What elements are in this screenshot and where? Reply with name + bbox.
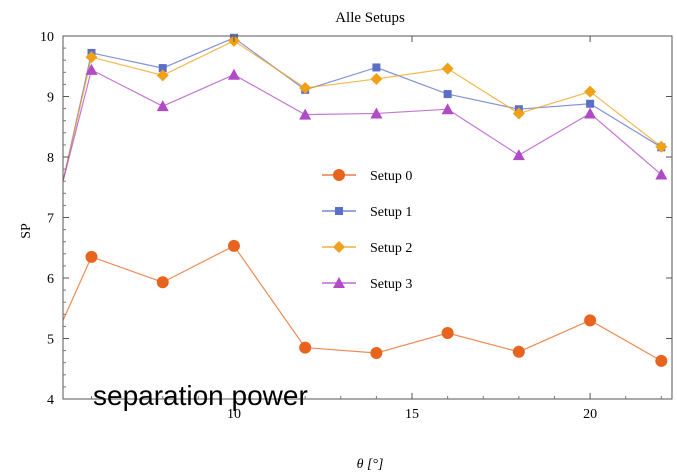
y-tick-label: 10 [40, 30, 54, 45]
data-point-setup-0 [370, 347, 383, 360]
data-point-setup-1 [586, 99, 595, 108]
data-point-setup-3 [227, 68, 240, 80]
series-line-setup-0 [62, 245, 662, 362]
data-point-setup-3 [655, 168, 668, 180]
data-point-setup-2 [441, 62, 454, 75]
data-point-setup-0 [299, 341, 312, 354]
data-point-setup-0 [85, 250, 98, 263]
series-line-setup-3 [62, 69, 662, 182]
data-point-setup-2 [370, 72, 383, 85]
y-tick-label: 7 [47, 212, 54, 227]
x-tick-label: 15 [405, 407, 419, 422]
data-point-setup-0 [156, 276, 169, 289]
data-point-setup-2 [655, 140, 668, 153]
plot-lines [62, 37, 662, 362]
x-axis-ticks: 10 15 20 [90, 36, 662, 422]
plot-markers [85, 33, 668, 367]
data-point-setup-3 [512, 149, 525, 161]
data-point-setup-0 [441, 327, 454, 340]
y-tick-label: 6 [47, 272, 54, 287]
data-point-setup-2 [512, 107, 525, 120]
data-point-setup-0 [227, 239, 240, 252]
series-line-setup-1 [62, 37, 662, 182]
annotation-text: separation power [93, 380, 308, 411]
legend-label: Setup 3 [370, 277, 412, 292]
data-point-setup-3 [156, 100, 169, 112]
y-axis-ticks: 4 5 6 7 8 9 10 [40, 30, 672, 408]
data-point-setup-1 [158, 64, 167, 73]
data-point-setup-1 [443, 90, 452, 99]
y-tick-label: 9 [47, 91, 54, 106]
data-point-setup-2 [156, 69, 169, 82]
y-axis-label: SP [19, 223, 34, 239]
data-point-setup-3 [584, 107, 597, 119]
plot-frame [62, 35, 673, 400]
y-tick-label: 4 [47, 393, 54, 408]
series-line-setup-2 [62, 40, 662, 182]
data-point-setup-3 [299, 108, 312, 120]
legend-label: Setup 1 [370, 205, 412, 220]
data-point-setup-0 [655, 354, 668, 367]
data-point-setup-3 [85, 63, 98, 75]
data-point-setup-3 [370, 107, 383, 119]
legend-marker [333, 277, 345, 288]
data-point-setup-0 [512, 345, 525, 358]
y-tick-label: 8 [47, 151, 54, 166]
y-tick-label: 5 [47, 333, 54, 348]
legend-label: Setup 2 [370, 241, 412, 256]
data-point-setup-0 [584, 314, 597, 327]
x-axis-label: θ [°] [357, 457, 384, 472]
data-point-setup-2 [299, 82, 312, 95]
data-point-setup-2 [85, 51, 98, 64]
x-tick-label: 20 [583, 407, 597, 422]
legend-marker [335, 207, 343, 215]
data-point-setup-2 [584, 85, 597, 98]
x-tick-label: 10 [227, 407, 241, 422]
legend-label: Setup 0 [370, 169, 412, 184]
legend: Setup 0 Setup 1 Setup 2 Setup 3 [322, 169, 412, 292]
data-point-setup-1 [372, 63, 381, 72]
chart-title: Alle Setups [335, 10, 405, 26]
data-point-setup-3 [441, 103, 454, 115]
legend-marker [333, 169, 345, 181]
legend-marker [333, 241, 345, 253]
